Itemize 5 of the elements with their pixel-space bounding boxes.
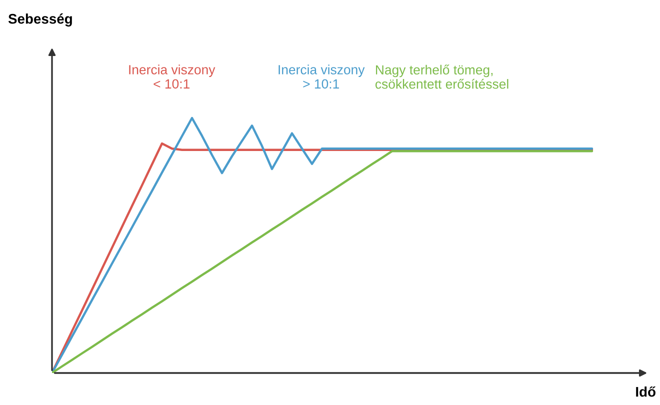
text: Inercia viszony < 10:1 — [129, 64, 216, 89]
text: Sebesség — [8, 13, 72, 27]
text: Nagy terhelő tömeg, csökkentett erősítéssel — [375, 64, 508, 89]
text: Inercia viszony > 10:1 — [278, 64, 365, 89]
x-axis-title: Idő — [636, 386, 656, 397]
